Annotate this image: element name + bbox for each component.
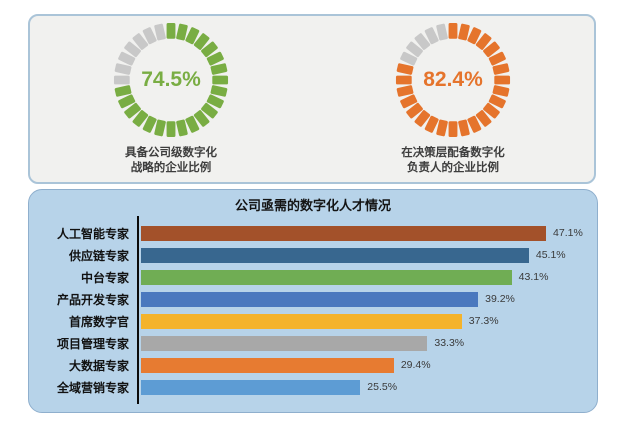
bar-value-label: 37.3% [468, 315, 499, 327]
bar-value-label: 25.5% [367, 381, 398, 393]
bar-chart-area: 人工智能专家 47.1% 供应链专家 45.1% 中台专家 43.1% 产品开发专家 39.2… [29, 216, 589, 406]
bar-category-label: 人工智能专家 [56, 226, 129, 241]
kpi-strategy-block: 74.5% 具备公司级数字化 战略的企业比例 [30, 16, 312, 182]
kpi-leader-caption: 在决策层配备数字化 负责人的企业比例 [401, 147, 505, 174]
bar-category-label: 产品开发专家 [56, 292, 129, 307]
bar-row: 首席数字官 37.3% [29, 310, 589, 332]
bar [141, 291, 479, 307]
bar [141, 379, 361, 395]
donut-chart-strategy: 74.5% [112, 21, 230, 139]
bar-category-label: 全域营销专家 [56, 380, 129, 395]
bar [141, 269, 512, 285]
bar-chart-title: 公司亟需的数字化人才情况 [234, 198, 391, 213]
bar [141, 247, 529, 263]
kpi-strategy-value: 74.5% [141, 68, 201, 91]
bar-value-label: 45.1% [535, 249, 566, 261]
bar-value-label: 29.4% [400, 359, 431, 371]
kpi-leader-block: 82.4% 在决策层配备数字化 负责人的企业比例 [312, 16, 594, 182]
bar-value-label: 43.1% [518, 271, 549, 283]
kpi-leader-value: 82.4% [423, 68, 483, 91]
bar [141, 335, 428, 351]
bar-row: 人工智能专家 47.1% [29, 222, 589, 244]
bar-category-label: 供应链专家 [68, 248, 129, 263]
kpi-card: 74.5% 具备公司级数字化 战略的企业比例 82.4% 在决策层配备数字化 负… [28, 14, 596, 184]
bar-row: 产品开发专家 39.2% [29, 288, 589, 310]
bar-value-label: 47.1% [553, 227, 583, 239]
bar-category-label: 项目管理专家 [56, 336, 129, 351]
bar [141, 357, 394, 373]
bar-value-label: 33.3% [434, 337, 465, 349]
bar-row: 项目管理专家 33.3% [29, 332, 589, 354]
bar [141, 225, 547, 241]
bar-category-label: 首席数字官 [68, 314, 129, 329]
bar-row: 全域营销专家 25.5% [29, 376, 589, 398]
bar-row: 大数据专家 29.4% [29, 354, 589, 376]
donut-chart-leader: 82.4% [394, 21, 512, 139]
bar-category-label: 大数据专家 [68, 358, 129, 373]
bar-row: 供应链专家 45.1% [29, 244, 589, 266]
bar-rows: 人工智能专家 47.1% 供应链专家 45.1% 中台专家 43.1% 产品开发专家 39.2… [29, 222, 589, 398]
bar-value-label: 39.2% [485, 293, 515, 305]
bar-chart-panel: 公司亟需的数字化人才情况 人工智能专家 47.1% 供应链专家 45.1% 中台专家 43… [28, 189, 598, 413]
bar-category-label: 中台专家 [80, 270, 129, 285]
kpi-strategy-caption: 具备公司级数字化 战略的企业比例 [125, 147, 217, 174]
bar-row: 中台专家 43.1% [29, 266, 589, 288]
bar [141, 313, 462, 329]
y-axis-line [137, 216, 139, 404]
